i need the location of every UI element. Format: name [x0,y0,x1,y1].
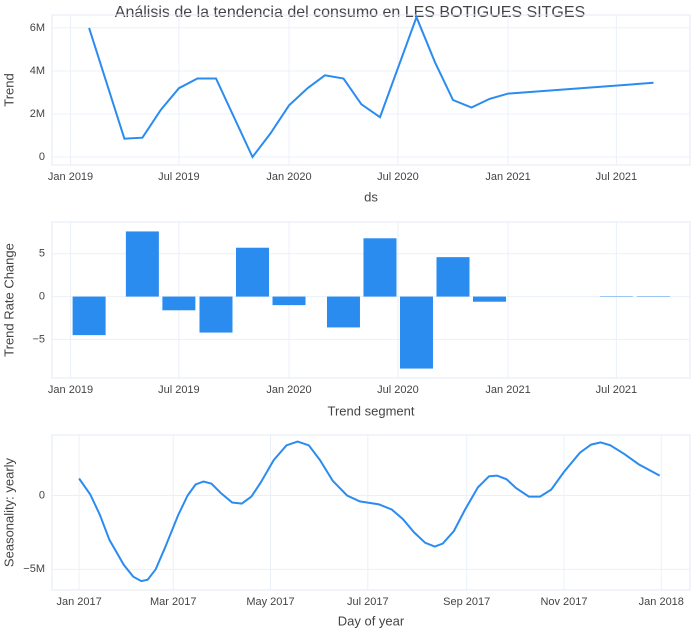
x-tick-label: Jan 2017 [56,596,101,608]
trend-line [88,14,654,159]
y-tick-label: 6M [30,22,45,34]
chart-title: Análisis de la tendencia del consumo en … [115,4,585,21]
trend-line [78,440,661,583]
y-axis-title: Seasonality: yearly [1,457,16,567]
y-tick-label: 4M [30,65,45,77]
x-tick-label: Jan 2021 [485,384,530,396]
x-tick-label: Jul 2021 [596,384,638,396]
x-tick-label: Jan 2019 [48,171,93,183]
x-axis-title: Trend segment [328,403,415,418]
x-tick-label: Jul 2021 [596,171,638,183]
y-tick-label: −5M [23,563,45,575]
bar [162,296,196,311]
x-tick-label: Jan 2020 [266,171,311,183]
y-axis-title: Trend [1,73,16,106]
y-tick-label: 5 [39,248,45,260]
x-tick-label: Jan 2019 [48,384,93,396]
y-tick-label: 0 [39,290,45,302]
x-tick-label: Nov 2017 [540,596,587,608]
bar [235,247,269,297]
y-axis-title: Trend Rate Change [1,243,16,357]
bar [272,296,306,306]
x-tick-label: Jan 2021 [485,171,530,183]
x-tick-label: Jul 2017 [347,596,389,608]
x-tick-label: May 2017 [246,596,294,608]
x-axis-title: Day of year [338,613,405,628]
x-axis-title: ds [364,189,378,204]
x-tick-label: Mar 2017 [150,596,196,608]
x-tick-label: Jan 2020 [266,384,311,396]
bar [199,296,233,333]
x-tick-label: Jul 2020 [377,171,419,183]
y-tick-label: 2M [30,108,45,120]
x-tick-label: Sep 2017 [443,596,490,608]
bar [326,296,360,328]
y-tick-label: 0 [39,151,45,163]
bar [363,238,397,297]
plot-frame [51,221,691,379]
bar [436,257,470,297]
x-tick-label: Jan 2018 [639,596,684,608]
y-tick-label: −5 [32,333,45,345]
x-tick-label: Jul 2019 [158,171,200,183]
x-tick-label: Jul 2019 [158,384,200,396]
x-tick-label: Jul 2020 [377,384,419,396]
bar [399,296,433,369]
plot-frame [51,434,691,591]
plot-frame [51,14,691,166]
bar [473,296,507,302]
bar [125,231,159,297]
y-tick-label: 0 [39,489,45,501]
bar [72,296,106,336]
